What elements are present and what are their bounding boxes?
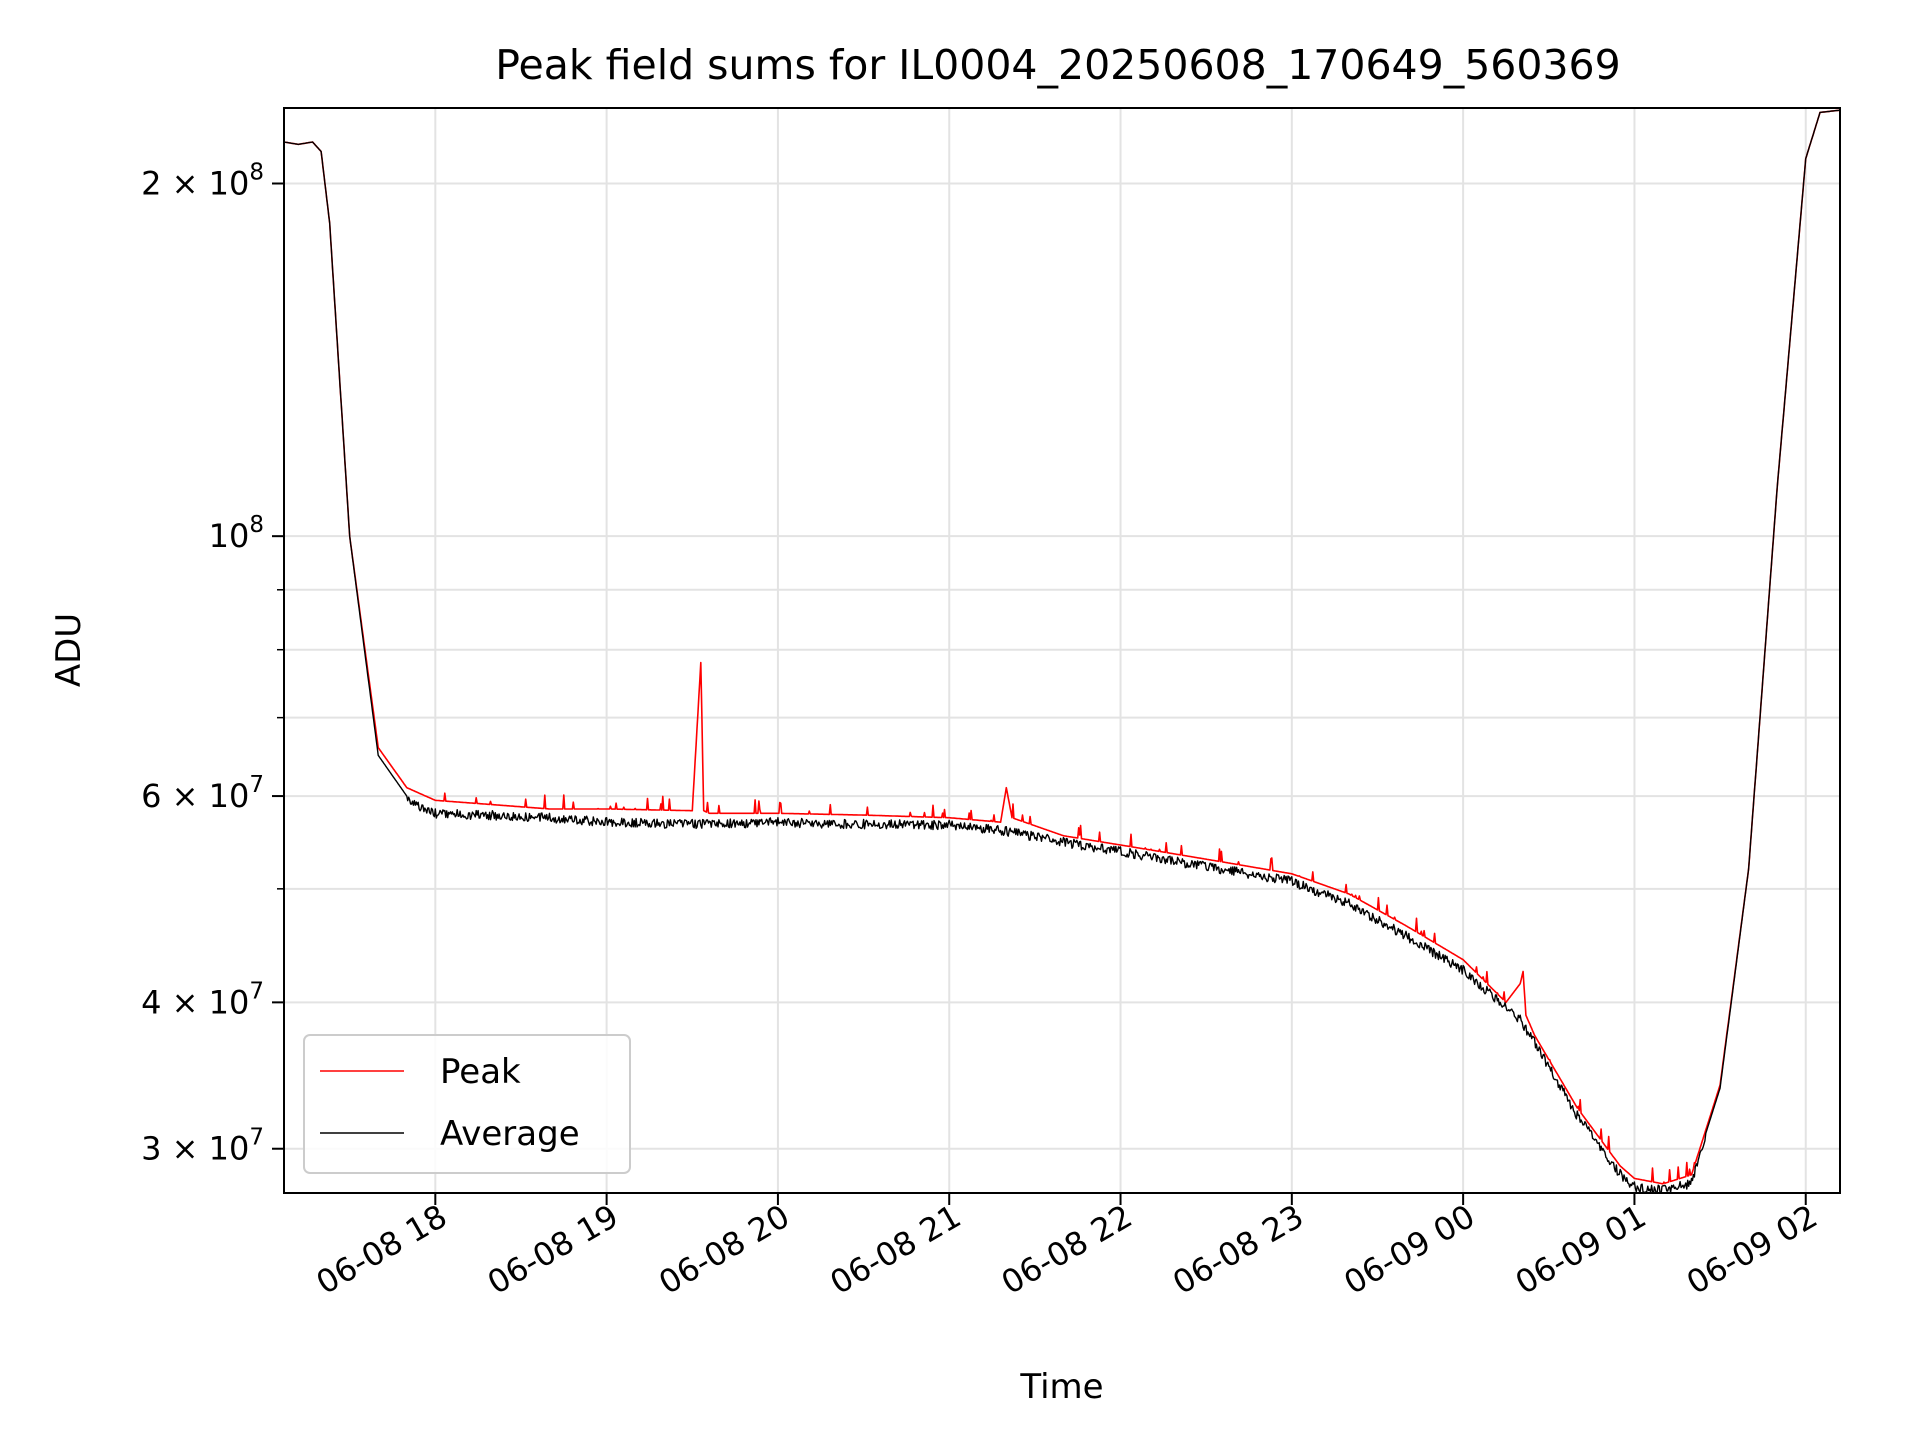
y-axis: 3 × 107 4 × 107 6 × 107 108 2 × 108 <box>141 160 284 1168</box>
y-axis-label: ADU <box>49 613 89 687</box>
series-line-average <box>284 109 1840 1193</box>
series-lines <box>284 109 1840 1193</box>
y-tick-label: 108 <box>209 512 264 555</box>
legend: Peak Average <box>303 1034 631 1174</box>
plot-frame <box>283 107 1841 1194</box>
legend-peak-label: Peak <box>440 1052 521 1092</box>
plot-area <box>284 109 1840 1193</box>
legend-box <box>303 1034 631 1174</box>
series-line-peak <box>284 109 1840 1185</box>
x-axis-label: Time <box>1019 1367 1103 1407</box>
grid-lines <box>284 108 1840 1193</box>
y-tick-label: 6 × 107 <box>141 772 264 815</box>
y-tick-label: 3 × 107 <box>141 1125 264 1168</box>
y-tick-label: 2 × 108 <box>141 160 264 203</box>
legend-average-label: Average <box>440 1114 580 1154</box>
chart-title: Peak field sums for IL0004_20250608_1706… <box>495 41 1620 89</box>
y-tick-label: 4 × 107 <box>141 978 264 1021</box>
